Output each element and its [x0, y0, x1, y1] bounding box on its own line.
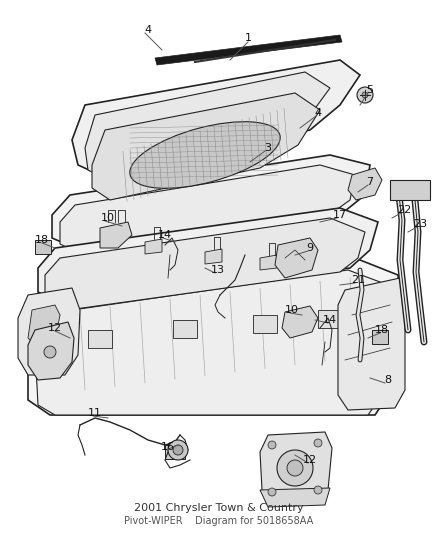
- Text: 7: 7: [367, 177, 374, 187]
- Polygon shape: [28, 258, 400, 415]
- Text: Pivot-WIPER    Diagram for 5018658AA: Pivot-WIPER Diagram for 5018658AA: [124, 516, 314, 526]
- Text: 21: 21: [351, 275, 365, 285]
- Polygon shape: [28, 322, 74, 380]
- Ellipse shape: [130, 122, 280, 188]
- Text: 13: 13: [211, 265, 225, 275]
- Circle shape: [268, 441, 276, 449]
- Text: 2001 Chrysler Town & Country: 2001 Chrysler Town & Country: [134, 503, 304, 513]
- Text: 1: 1: [244, 33, 251, 43]
- Text: 22: 22: [397, 205, 411, 215]
- Polygon shape: [145, 239, 162, 254]
- Circle shape: [44, 346, 56, 358]
- Polygon shape: [260, 488, 330, 507]
- Text: 4: 4: [145, 25, 152, 35]
- Polygon shape: [293, 252, 310, 267]
- Circle shape: [287, 460, 303, 476]
- Text: 10: 10: [101, 213, 115, 223]
- Bar: [318, 310, 342, 328]
- Text: 10: 10: [285, 305, 299, 315]
- Circle shape: [268, 488, 276, 496]
- Text: 8: 8: [385, 375, 392, 385]
- Polygon shape: [38, 208, 378, 305]
- Circle shape: [314, 486, 322, 494]
- Circle shape: [314, 439, 322, 447]
- Polygon shape: [338, 278, 405, 410]
- Bar: [253, 315, 277, 333]
- Polygon shape: [275, 238, 318, 278]
- Polygon shape: [45, 218, 365, 310]
- Text: 17: 17: [333, 210, 347, 220]
- Bar: [372, 330, 388, 344]
- Polygon shape: [155, 35, 342, 65]
- Polygon shape: [260, 432, 332, 500]
- Polygon shape: [348, 168, 382, 200]
- Circle shape: [277, 450, 313, 486]
- Polygon shape: [35, 270, 388, 415]
- Polygon shape: [60, 165, 355, 255]
- Polygon shape: [92, 93, 320, 200]
- Polygon shape: [52, 155, 370, 250]
- Text: 4: 4: [314, 108, 321, 118]
- Text: 14: 14: [323, 315, 337, 325]
- Text: 9: 9: [307, 243, 314, 253]
- Circle shape: [362, 92, 368, 98]
- Text: 18: 18: [375, 325, 389, 335]
- Polygon shape: [282, 306, 318, 338]
- Circle shape: [357, 87, 373, 103]
- Circle shape: [168, 440, 188, 460]
- Text: 16: 16: [161, 442, 175, 452]
- Bar: [390, 180, 430, 200]
- Text: 14: 14: [158, 230, 172, 240]
- Circle shape: [173, 445, 183, 455]
- Polygon shape: [28, 305, 60, 345]
- Polygon shape: [72, 60, 360, 175]
- Text: 11: 11: [88, 408, 102, 418]
- Bar: [173, 320, 197, 338]
- Polygon shape: [85, 72, 330, 180]
- Polygon shape: [205, 249, 222, 264]
- Text: 18: 18: [35, 235, 49, 245]
- Text: 23: 23: [413, 219, 427, 229]
- Polygon shape: [18, 288, 80, 375]
- Bar: [165, 445, 185, 459]
- Bar: [88, 330, 112, 348]
- Bar: [35, 240, 51, 254]
- Text: 12: 12: [303, 455, 317, 465]
- Text: 5: 5: [367, 85, 374, 95]
- Text: 3: 3: [265, 143, 272, 153]
- Polygon shape: [260, 255, 277, 270]
- Polygon shape: [100, 222, 132, 248]
- Text: 12: 12: [48, 323, 62, 333]
